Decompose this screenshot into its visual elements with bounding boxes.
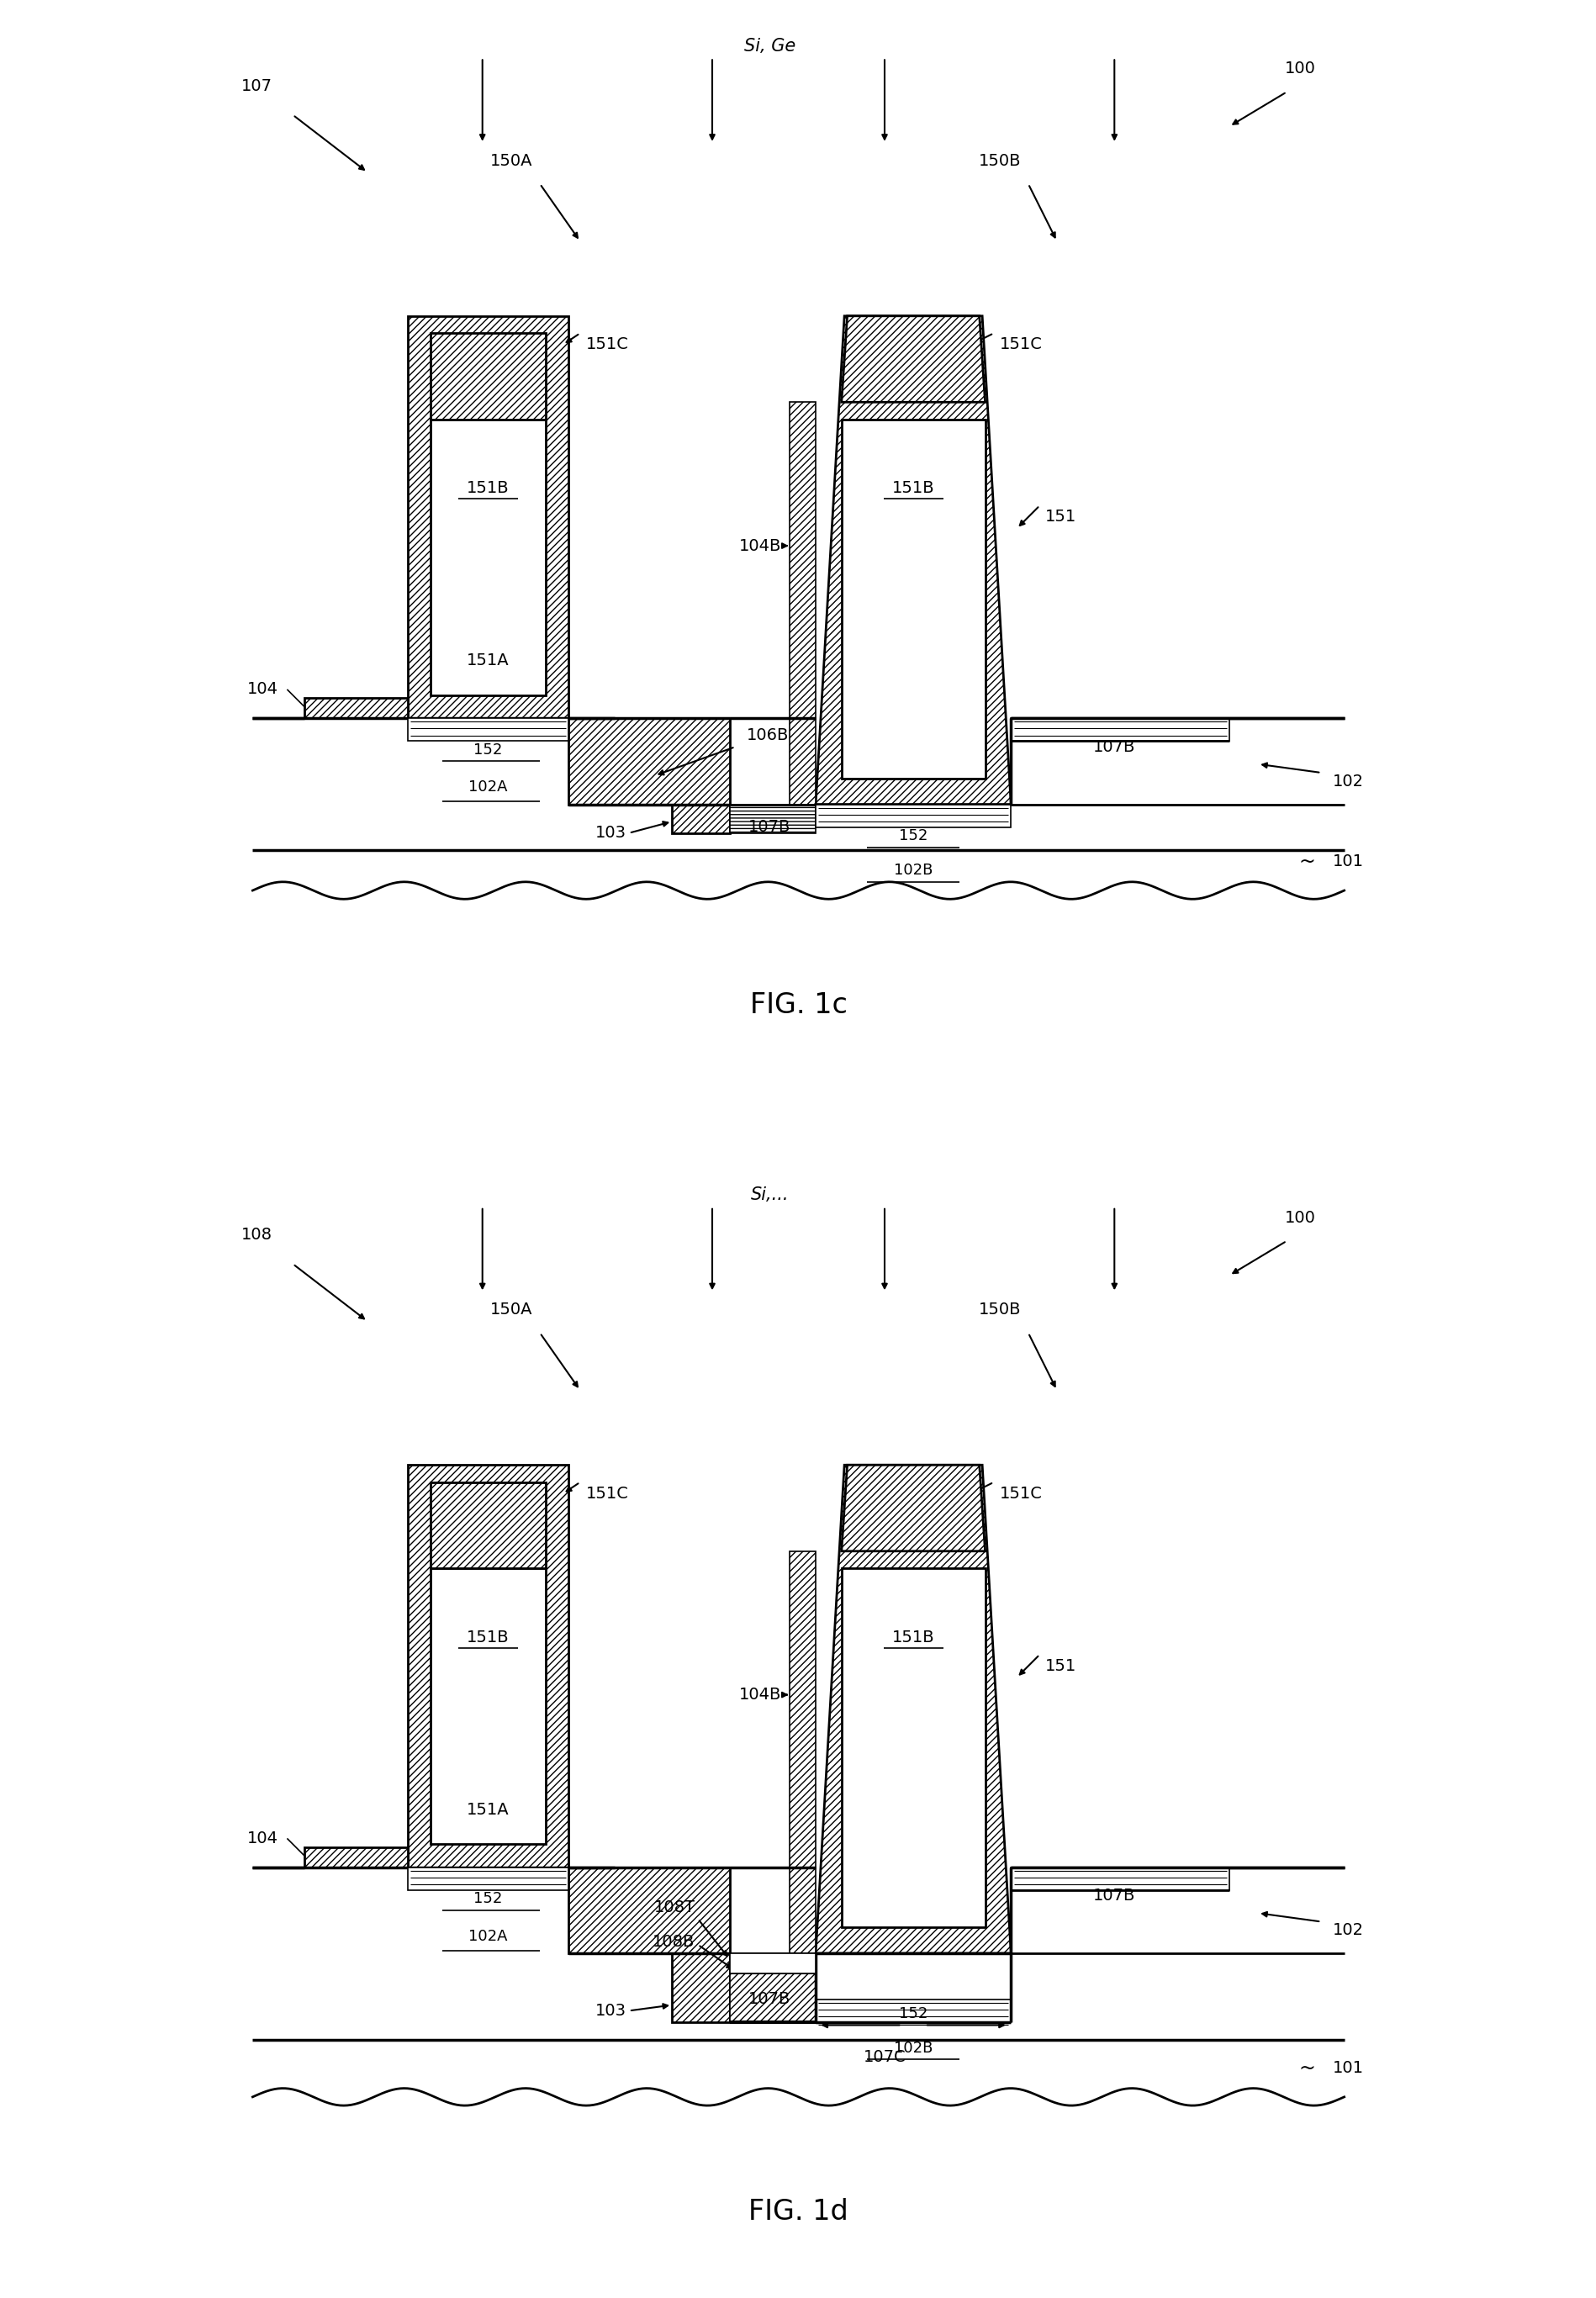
Text: 150B: 150B [978,1303,1020,1317]
Text: 152: 152 [474,1891,503,1907]
Bar [568,1866,729,1953]
Bar [790,1551,816,1953]
Text: 151C: 151C [999,1487,1042,1501]
Bar [305,699,407,717]
Polygon shape [816,317,1010,804]
Text: 152: 152 [899,2006,927,2022]
Text: 152: 152 [474,742,503,758]
Bar [841,1567,985,1928]
Bar [431,421,546,696]
Text: 107C: 107C [863,2050,905,2064]
Bar [729,804,816,834]
Text: 107: 107 [241,78,271,94]
Text: Si,...: Si,... [750,1186,788,1204]
Text: 152: 152 [899,827,927,843]
Bar [841,421,985,779]
Polygon shape [841,317,985,402]
Bar [1010,1866,1229,1889]
Text: 108T: 108T [653,1900,694,1914]
Polygon shape [816,1466,1010,1953]
Text: 103: 103 [595,2004,626,2018]
Bar [431,1482,546,1570]
Text: 103: 103 [595,825,626,841]
Text: 107B: 107B [1093,1889,1135,1903]
Text: 102: 102 [1333,1923,1363,1937]
Text: ~: ~ [1298,2059,1315,2077]
Text: 101: 101 [1333,2061,1363,2075]
Text: 102: 102 [1333,774,1363,788]
Text: 151: 151 [1045,510,1076,524]
Text: 106B: 106B [747,728,788,742]
Text: 151B: 151B [892,1629,934,1645]
Text: 102B: 102B [894,2041,932,2057]
Text: Si, Ge: Si, Ge [744,37,795,55]
Text: 100: 100 [1283,62,1315,76]
Text: 150A: 150A [490,154,531,168]
Bar [431,1570,546,1843]
Text: 151A: 151A [466,1802,509,1818]
Text: 108B: 108B [653,1935,694,1949]
Text: 107B: 107B [1093,740,1135,754]
Bar [407,717,568,740]
Text: 100: 100 [1283,1211,1315,1225]
Text: 101: 101 [1333,855,1363,869]
Text: 107B: 107B [749,1992,790,2006]
Text: 151C: 151C [586,338,629,352]
Text: 104B: 104B [739,538,780,554]
Text: 151B: 151B [466,480,509,496]
Bar [407,1466,568,1866]
Text: ~: ~ [1298,853,1315,871]
Bar [431,333,546,421]
Text: 151B: 151B [466,1629,509,1645]
Text: 104B: 104B [739,1687,780,1703]
Polygon shape [841,1466,985,1551]
Bar [1010,717,1229,740]
Text: 151C: 151C [586,1487,629,1501]
Text: 107B: 107B [749,820,790,834]
Bar [790,402,816,804]
Bar [816,804,1010,827]
Text: 150B: 150B [978,154,1020,168]
Text: 151C: 151C [999,338,1042,352]
Text: 151A: 151A [466,653,509,669]
Text: 150A: 150A [490,1303,531,1317]
Text: 102B: 102B [894,862,932,878]
Bar [672,1953,729,2022]
Bar [407,317,568,717]
Text: 102A: 102A [468,779,508,795]
Text: FIG. 1c: FIG. 1c [749,990,847,1020]
Text: 108: 108 [241,1227,271,1243]
Bar [407,1866,568,1889]
Text: FIG. 1d: FIG. 1d [749,2197,847,2227]
Bar [816,1999,1010,2022]
Bar [305,1848,407,1866]
Text: 151B: 151B [892,480,934,496]
Bar [729,1953,816,1974]
Text: 102A: 102A [468,1928,508,1944]
Bar [672,804,729,834]
Text: 151: 151 [1045,1659,1076,1673]
Bar [729,1953,816,2022]
Text: 104: 104 [247,1832,278,1845]
Text: 104: 104 [247,683,278,696]
Bar [568,717,729,804]
